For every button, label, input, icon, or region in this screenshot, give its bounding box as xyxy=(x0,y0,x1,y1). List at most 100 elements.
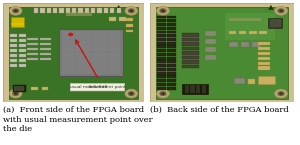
Bar xyxy=(258,42,269,45)
Bar xyxy=(157,72,166,75)
Polygon shape xyxy=(268,5,274,10)
Bar xyxy=(258,52,269,55)
Bar xyxy=(258,57,269,60)
Bar xyxy=(110,8,114,13)
Circle shape xyxy=(278,8,285,13)
Circle shape xyxy=(278,91,285,96)
Bar xyxy=(19,35,26,37)
Bar xyxy=(239,30,247,35)
Circle shape xyxy=(130,92,133,95)
Bar xyxy=(167,53,176,56)
Bar xyxy=(190,85,195,93)
Bar xyxy=(109,17,116,21)
Bar xyxy=(40,48,51,50)
Bar xyxy=(258,76,275,84)
Bar xyxy=(19,59,26,62)
Circle shape xyxy=(161,10,165,12)
Text: usual measurement point: usual measurement point xyxy=(70,85,125,89)
Bar xyxy=(157,46,166,48)
Bar xyxy=(157,27,166,30)
Bar xyxy=(157,23,166,26)
Bar xyxy=(167,23,176,26)
Bar xyxy=(252,42,261,47)
Bar xyxy=(53,8,57,13)
Bar xyxy=(11,17,24,27)
Bar xyxy=(10,64,17,67)
Circle shape xyxy=(130,10,133,12)
Bar xyxy=(27,38,38,40)
Bar xyxy=(167,34,176,37)
Bar xyxy=(167,30,176,33)
Bar xyxy=(196,85,200,93)
Bar xyxy=(248,79,255,84)
Circle shape xyxy=(12,8,19,13)
Bar xyxy=(269,19,281,27)
Bar xyxy=(27,58,38,60)
Bar xyxy=(167,19,176,22)
Circle shape xyxy=(159,8,167,13)
Bar xyxy=(126,30,133,32)
Bar xyxy=(167,49,176,52)
Bar xyxy=(59,8,64,13)
Bar xyxy=(167,83,176,86)
Bar xyxy=(126,24,133,27)
Bar xyxy=(19,49,26,52)
Bar xyxy=(205,39,216,44)
Bar xyxy=(47,8,51,13)
Circle shape xyxy=(125,89,138,98)
Bar xyxy=(225,13,275,40)
Bar xyxy=(31,87,38,90)
Bar xyxy=(27,48,38,50)
Bar xyxy=(34,8,38,13)
Bar xyxy=(13,85,26,92)
Bar xyxy=(182,47,199,50)
Circle shape xyxy=(157,6,169,15)
Bar xyxy=(157,87,166,90)
Bar xyxy=(182,56,199,59)
Bar xyxy=(167,60,176,64)
Bar xyxy=(167,38,176,41)
Bar xyxy=(229,42,238,47)
Bar xyxy=(116,8,121,13)
Bar xyxy=(72,8,76,13)
Bar xyxy=(62,30,120,74)
Bar xyxy=(27,53,38,55)
Bar xyxy=(157,60,166,64)
Bar xyxy=(182,42,199,46)
Circle shape xyxy=(125,6,138,15)
Bar xyxy=(157,49,166,52)
Bar xyxy=(205,31,216,36)
Bar xyxy=(40,58,51,60)
Text: #e8e8d8: #e8e8d8 xyxy=(87,85,108,89)
Bar xyxy=(157,53,166,56)
Bar xyxy=(167,42,176,45)
Circle shape xyxy=(279,92,283,95)
Bar xyxy=(157,68,166,71)
Bar xyxy=(182,60,199,64)
Bar xyxy=(10,49,17,52)
FancyBboxPatch shape xyxy=(70,84,125,91)
Bar xyxy=(157,19,166,22)
Bar xyxy=(43,87,48,90)
Bar xyxy=(182,51,199,55)
Bar xyxy=(184,85,189,93)
Bar xyxy=(10,44,17,47)
Bar xyxy=(157,16,166,18)
Bar xyxy=(233,78,245,84)
Bar xyxy=(182,84,208,94)
Bar xyxy=(118,17,126,21)
Bar xyxy=(167,79,176,82)
Bar xyxy=(78,8,83,13)
Bar xyxy=(258,67,269,70)
Bar xyxy=(104,8,108,13)
Bar xyxy=(258,62,269,65)
Bar xyxy=(19,39,26,42)
Bar xyxy=(167,46,176,48)
Bar xyxy=(10,54,17,57)
Bar xyxy=(11,23,24,25)
Circle shape xyxy=(274,89,287,98)
Bar xyxy=(167,68,176,71)
Circle shape xyxy=(157,89,169,98)
Circle shape xyxy=(159,91,167,96)
Circle shape xyxy=(12,91,19,96)
